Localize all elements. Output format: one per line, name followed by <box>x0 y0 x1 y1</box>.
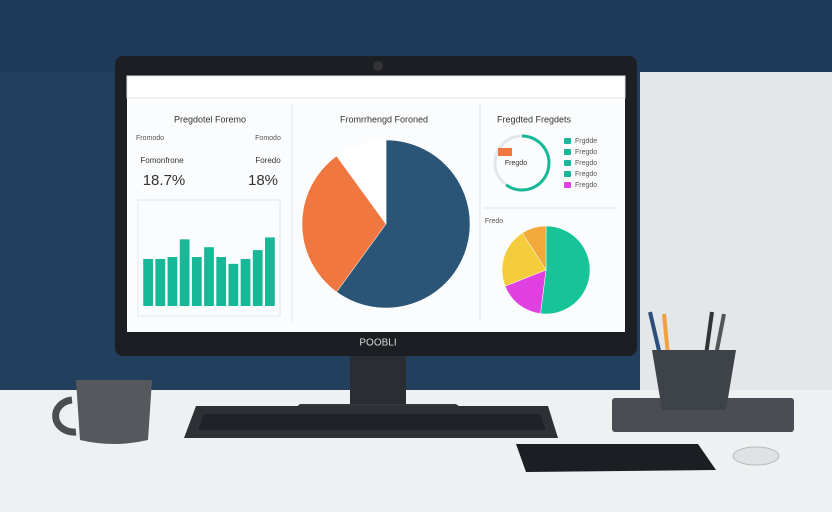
legend-label: Fregdo <box>575 182 597 189</box>
label: Fromodo <box>136 135 164 142</box>
bar <box>143 258 153 306</box>
donut-badge <box>498 148 512 156</box>
kpi-label: Fomonfrone <box>140 156 184 165</box>
legend-label: Frgdde <box>575 138 597 145</box>
brand: POOBLI <box>359 338 396 349</box>
bar <box>265 237 275 306</box>
panel-title: Pregdotel Foremo <box>174 114 246 124</box>
legend-label: Fregdo <box>575 160 597 167</box>
pie-slice <box>301 155 387 293</box>
legend-label: Fregdo <box>575 171 597 178</box>
pie-slice <box>504 269 547 314</box>
tray <box>612 398 794 432</box>
pen-holder <box>652 350 736 410</box>
kpi-label: Foredo <box>255 156 281 165</box>
mug <box>76 380 152 444</box>
bar <box>204 247 214 306</box>
bar-chart-frame <box>137 199 281 317</box>
legend-swatch <box>564 149 571 155</box>
pie-slice <box>522 225 547 271</box>
toolbar <box>126 75 626 99</box>
wall-light <box>640 72 832 392</box>
pie-title: Fredo <box>485 218 503 225</box>
bar <box>179 239 190 306</box>
pie-slice <box>501 232 547 287</box>
bar <box>155 258 166 306</box>
label: Fomodo <box>255 135 281 142</box>
bar <box>167 257 178 306</box>
pie-slice <box>336 139 471 309</box>
pie-slice <box>540 225 591 315</box>
legend-swatch <box>564 182 571 188</box>
bar <box>252 250 263 306</box>
pens <box>648 311 726 356</box>
kpi-value: 18% <box>248 172 278 189</box>
bar <box>216 257 227 306</box>
monitor-neck <box>350 352 406 410</box>
tablet <box>516 444 716 472</box>
mouse <box>732 446 780 466</box>
legend-swatch <box>564 160 571 166</box>
legend-swatch <box>564 138 571 144</box>
mug-handle <box>52 396 77 436</box>
panel-title: Fromrrhengd Foroned <box>340 114 428 124</box>
panel-title: Fregdted Fregdets <box>497 114 572 124</box>
keys <box>198 414 546 430</box>
legend-label: Fregdo <box>575 149 597 156</box>
donut-label: Fregdo <box>505 160 527 167</box>
bar <box>240 258 251 306</box>
webcam <box>373 61 383 71</box>
donut-arc <box>505 134 551 192</box>
legend-swatch <box>564 171 571 177</box>
bar <box>191 257 202 306</box>
kpi-value: 18.7% <box>143 172 186 189</box>
dynamic: Frgdde Fregdo Fregdo Fregdo Fregdo <box>143 134 597 315</box>
bar <box>228 263 239 306</box>
pie-slice <box>336 139 387 225</box>
